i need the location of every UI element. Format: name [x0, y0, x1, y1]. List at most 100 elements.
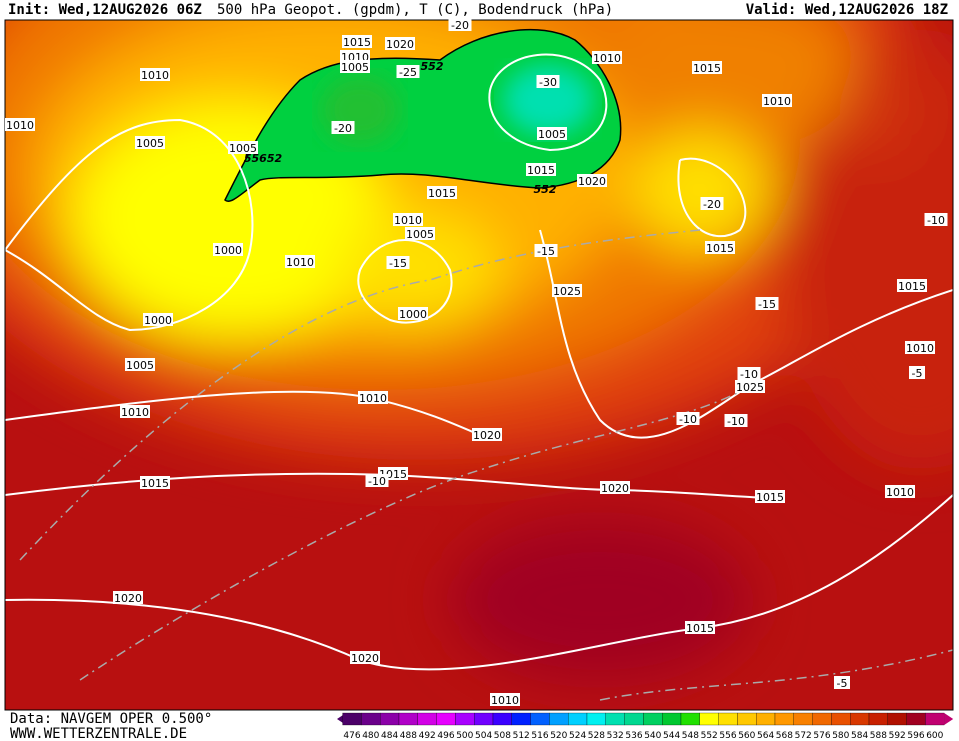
isotherm-label: -20 — [334, 122, 352, 135]
isobar-label: 1020 — [386, 38, 414, 51]
legend-label: 564 — [757, 731, 774, 741]
legend-label: 524 — [569, 731, 586, 741]
legend-swatch — [756, 712, 776, 726]
label-bg — [755, 297, 779, 310]
label-bg — [552, 284, 582, 297]
legend-swatch — [605, 712, 625, 726]
legend-label: 484 — [381, 731, 398, 741]
label-bg — [490, 693, 520, 706]
isobar-label: 1015 — [527, 164, 555, 177]
isobar-label: 1010 — [286, 256, 314, 269]
isotherm-label: -15 — [758, 298, 776, 311]
label-bg — [120, 405, 150, 418]
legend-swatch — [643, 712, 663, 726]
isobar-label: 1015 — [686, 622, 714, 635]
label-bg — [885, 485, 915, 498]
legend-swatch — [662, 712, 682, 726]
legend-label: 584 — [851, 731, 868, 741]
legend-swatch — [342, 712, 362, 726]
legend-swatch — [868, 712, 888, 726]
legend-label: 592 — [889, 731, 906, 741]
legend-label: 576 — [813, 731, 830, 741]
label-bg — [526, 163, 556, 176]
isobar-label: 1020 — [578, 175, 606, 188]
label-bg — [834, 676, 850, 689]
isobar-label: 1005 — [136, 137, 164, 150]
label-bg — [537, 127, 567, 140]
legend-label: 596 — [907, 731, 924, 741]
map-title: 500 hPa Geopot. (gpdm), T (C), Bodendruc… — [217, 2, 613, 18]
label-bg — [448, 18, 472, 31]
isobar-label: 1015 — [343, 36, 371, 49]
isobar-label: 1010 — [906, 342, 934, 355]
label-bg — [534, 244, 558, 257]
legend-swatch — [549, 712, 569, 726]
isotherm-label: -5 — [912, 367, 923, 380]
legend-swatch — [718, 712, 738, 726]
isobar-label: 1025 — [736, 381, 764, 394]
isotherm-label: -10 — [927, 214, 945, 227]
label-bg — [340, 60, 370, 73]
isobar-label: 1015 — [898, 280, 926, 293]
legend-swatch — [906, 712, 926, 726]
label-bg — [735, 380, 765, 393]
legend-label: 556 — [719, 731, 736, 741]
label-bg — [393, 213, 423, 226]
isobar-label: 1000 — [399, 308, 427, 321]
isobar-label: 1010 — [359, 392, 387, 405]
isotherm-label: -5 — [837, 677, 848, 690]
legend-label: 492 — [419, 731, 436, 741]
legend-label: 552 — [701, 731, 718, 741]
label-bg — [396, 65, 420, 78]
legend-label: 532 — [607, 731, 624, 741]
valid-time: Valid: Wed,12AUG2026 18Z — [746, 2, 948, 18]
isotherm-label: -25 — [399, 66, 417, 79]
label-bg — [135, 136, 165, 149]
legend-swatch — [737, 712, 757, 726]
legend-swatch — [474, 712, 494, 726]
legend-label: 512 — [513, 731, 530, 741]
label-bg — [340, 50, 370, 63]
isobar-label: 1015 — [428, 187, 456, 200]
label-bg — [685, 621, 715, 634]
isobar-label: 1020 — [601, 482, 629, 495]
legend-label: 516 — [531, 731, 548, 741]
isobar-label: 1005 — [538, 128, 566, 141]
label-bg — [342, 35, 372, 48]
legend-swatch — [831, 712, 851, 726]
isobar-label: 1010 — [763, 95, 791, 108]
legend-swatch — [887, 712, 907, 726]
legend-label: 568 — [776, 731, 793, 741]
isobar-label: 1020 — [351, 652, 379, 665]
init-time: Init: Wed,12AUG2026 06Z — [8, 2, 202, 18]
label-bg — [228, 141, 258, 154]
legend-swatch — [398, 712, 418, 726]
isobar-label: 1015 — [141, 477, 169, 490]
label-bg — [676, 412, 700, 425]
label-bg — [385, 37, 415, 50]
isobar-label: 1005 — [341, 61, 369, 74]
isobar-label: 1015 — [756, 491, 784, 504]
isotherm-label: -20 — [451, 19, 469, 32]
label-bg — [905, 341, 935, 354]
legend-swatch — [436, 712, 456, 726]
label-bg — [700, 197, 724, 210]
legend-swatch — [586, 712, 606, 726]
isobar-label: 1010 — [121, 406, 149, 419]
isobar-label: 1015 — [706, 242, 734, 255]
legend-label: 508 — [494, 731, 511, 741]
legend-swatch — [774, 712, 794, 726]
isobar-label: 1010 — [394, 214, 422, 227]
label-bg — [705, 241, 735, 254]
label-bg — [724, 414, 748, 427]
legend-label: 488 — [400, 731, 417, 741]
isotherm-label: -10 — [740, 368, 758, 381]
label-bg — [331, 121, 355, 134]
legend-label: 528 — [588, 731, 605, 741]
isobar-label: 1005 — [229, 142, 257, 155]
legend-swatch — [699, 712, 719, 726]
isobar-label: 1010 — [6, 119, 34, 132]
isotherm-label: -10 — [368, 475, 386, 488]
legend-swatch — [455, 712, 475, 726]
label-bg — [755, 490, 785, 503]
